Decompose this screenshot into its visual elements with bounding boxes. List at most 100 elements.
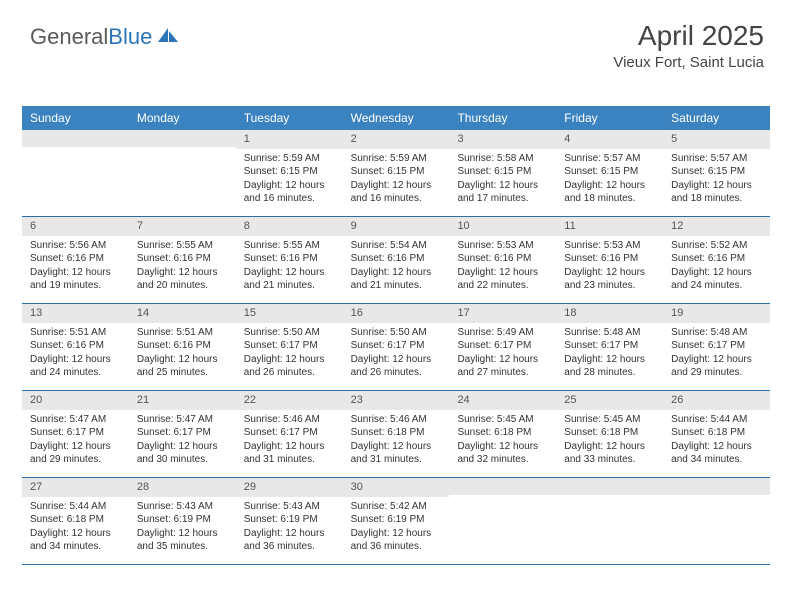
daylight-line: Daylight: 12 hours and 25 minutes. xyxy=(137,353,230,380)
day-number: 11 xyxy=(556,217,663,236)
sunrise-line: Sunrise: 5:44 AM xyxy=(30,500,123,514)
day-body: Sunrise: 5:47 AMSunset: 6:17 PMDaylight:… xyxy=(129,413,236,467)
day-number: 16 xyxy=(343,304,450,323)
logo: GeneralBlue xyxy=(30,24,180,50)
day-cell: 4 Sunrise: 5:57 AMSunset: 6:15 PMDaylight… xyxy=(556,130,663,216)
day-cell xyxy=(22,130,129,216)
page-title: April 2025 xyxy=(613,20,764,52)
day-cell: 23Sunrise: 5:46 AMSunset: 6:18 PMDayligh… xyxy=(343,391,450,477)
sunrise-line: Sunrise: 5:48 AM xyxy=(671,326,764,340)
day-body: Sunrise: 5:54 AMSunset: 6:16 PMDaylight:… xyxy=(343,239,450,293)
dow-cell: Saturday xyxy=(663,106,770,130)
day-cell: 19Sunrise: 5:48 AMSunset: 6:17 PMDayligh… xyxy=(663,304,770,390)
day-body: Sunrise: 5:46 AMSunset: 6:17 PMDaylight:… xyxy=(236,413,343,467)
day-cell: 25Sunrise: 5:45 AMSunset: 6:18 PMDayligh… xyxy=(556,391,663,477)
sunset-line: Sunset: 6:19 PM xyxy=(244,513,337,527)
day-body: Sunrise: 5:53 AMSunset: 6:16 PMDaylight:… xyxy=(556,239,663,293)
day-number: 22 xyxy=(236,391,343,410)
day-number: 30 xyxy=(343,478,450,497)
logo-sail-icon xyxy=(156,24,180,50)
day-number: 5 xyxy=(663,130,770,149)
daylight-line: Daylight: 12 hours and 20 minutes. xyxy=(137,266,230,293)
day-cell xyxy=(663,478,770,564)
sunrise-line: Sunrise: 5:57 AM xyxy=(671,152,764,166)
day-number: 10 xyxy=(449,217,556,236)
daylight-line: Daylight: 12 hours and 31 minutes. xyxy=(351,440,444,467)
sunset-line: Sunset: 6:19 PM xyxy=(137,513,230,527)
day-body: Sunrise: 5:57 AMSunset: 6:15 PMDaylight:… xyxy=(663,152,770,206)
day-cell: 8Sunrise: 5:55 AMSunset: 6:16 PMDaylight… xyxy=(236,217,343,303)
sunset-line: Sunset: 6:16 PM xyxy=(351,252,444,266)
daylight-line: Daylight: 12 hours and 26 minutes. xyxy=(244,353,337,380)
day-number: 26 xyxy=(663,391,770,410)
sunset-line: Sunset: 6:18 PM xyxy=(671,426,764,440)
daylight-line: Daylight: 12 hours and 21 minutes. xyxy=(244,266,337,293)
day-number: 7 xyxy=(129,217,236,236)
day-cell: 12Sunrise: 5:52 AMSunset: 6:16 PMDayligh… xyxy=(663,217,770,303)
day-cell: 15Sunrise: 5:50 AMSunset: 6:17 PMDayligh… xyxy=(236,304,343,390)
sunrise-line: Sunrise: 5:52 AM xyxy=(671,239,764,253)
day-number: 4 xyxy=(556,130,663,149)
day-number: 6 xyxy=(22,217,129,236)
day-cell: 7Sunrise: 5:55 AMSunset: 6:16 PMDaylight… xyxy=(129,217,236,303)
sunset-line: Sunset: 6:15 PM xyxy=(351,165,444,179)
sunset-line: Sunset: 6:17 PM xyxy=(351,339,444,353)
daylight-line: Daylight: 12 hours and 29 minutes. xyxy=(671,353,764,380)
daylight-line: Daylight: 12 hours and 34 minutes. xyxy=(30,527,123,554)
daylight-line: Daylight: 12 hours and 27 minutes. xyxy=(457,353,550,380)
day-cell: 11 Sunrise: 5:53 AMSunset: 6:16 PMDayligh… xyxy=(556,217,663,303)
dow-cell: Sunday xyxy=(22,106,129,130)
week-row: 13Sunrise: 5:51 AMSunset: 6:16 PMDayligh… xyxy=(22,304,770,391)
sunrise-line: Sunrise: 5:43 AM xyxy=(244,500,337,514)
sunrise-line: Sunrise: 5:47 AM xyxy=(137,413,230,427)
sunrise-line: Sunrise: 5:50 AM xyxy=(244,326,337,340)
sunrise-line: Sunrise: 5:43 AM xyxy=(137,500,230,514)
sunrise-line: Sunrise: 5:50 AM xyxy=(351,326,444,340)
day-body: Sunrise: 5:58 AMSunset: 6:15 PMDaylight:… xyxy=(449,152,556,206)
day-number: 15 xyxy=(236,304,343,323)
day-cell xyxy=(556,478,663,564)
day-number: 25 xyxy=(556,391,663,410)
daylight-line: Daylight: 12 hours and 31 minutes. xyxy=(244,440,337,467)
day-cell: 24 Sunrise: 5:45 AMSunset: 6:18 PMDayligh… xyxy=(449,391,556,477)
day-cell: 28Sunrise: 5:43 AMSunset: 6:19 PMDayligh… xyxy=(129,478,236,564)
day-number xyxy=(663,478,770,495)
day-cell: 22 Sunrise: 5:46 AMSunset: 6:17 PMDayligh… xyxy=(236,391,343,477)
day-body: Sunrise: 5:47 AMSunset: 6:17 PMDaylight:… xyxy=(22,413,129,467)
sunset-line: Sunset: 6:17 PM xyxy=(244,426,337,440)
page-subtitle: Vieux Fort, Saint Lucia xyxy=(613,54,764,71)
sunrise-line: Sunrise: 5:53 AM xyxy=(457,239,550,253)
day-body: Sunrise: 5:45 AMSunset: 6:18 PMDaylight:… xyxy=(449,413,556,467)
day-number: 24 xyxy=(449,391,556,410)
day-body: Sunrise: 5:48 AMSunset: 6:17 PMDaylight:… xyxy=(663,326,770,380)
day-body: Sunrise: 5:43 AMSunset: 6:19 PMDaylight:… xyxy=(236,500,343,554)
day-cell: 5 Sunrise: 5:57 AMSunset: 6:15 PMDaylight… xyxy=(663,130,770,216)
day-number: 29 xyxy=(236,478,343,497)
daylight-line: Daylight: 12 hours and 21 minutes. xyxy=(351,266,444,293)
daylight-line: Daylight: 12 hours and 34 minutes. xyxy=(671,440,764,467)
day-number: 8 xyxy=(236,217,343,236)
daylight-line: Daylight: 12 hours and 24 minutes. xyxy=(30,353,123,380)
sunrise-line: Sunrise: 5:46 AM xyxy=(351,413,444,427)
sunset-line: Sunset: 6:15 PM xyxy=(671,165,764,179)
daylight-line: Daylight: 12 hours and 35 minutes. xyxy=(137,527,230,554)
day-cell: 14Sunrise: 5:51 AMSunset: 6:16 PMDayligh… xyxy=(129,304,236,390)
sunrise-line: Sunrise: 5:48 AM xyxy=(564,326,657,340)
dow-cell: Tuesday xyxy=(236,106,343,130)
daylight-line: Daylight: 12 hours and 18 minutes. xyxy=(564,179,657,206)
day-body: Sunrise: 5:57 AMSunset: 6:15 PMDaylight:… xyxy=(556,152,663,206)
sunset-line: Sunset: 6:16 PM xyxy=(244,252,337,266)
daylight-line: Daylight: 12 hours and 17 minutes. xyxy=(457,179,550,206)
daylight-line: Daylight: 12 hours and 16 minutes. xyxy=(351,179,444,206)
day-cell: 16 Sunrise: 5:50 AMSunset: 6:17 PMDayligh… xyxy=(343,304,450,390)
day-number: 12 xyxy=(663,217,770,236)
sunset-line: Sunset: 6:16 PM xyxy=(671,252,764,266)
week-row: 6Sunrise: 5:56 AMSunset: 6:16 PMDaylight… xyxy=(22,217,770,304)
sunrise-line: Sunrise: 5:59 AM xyxy=(351,152,444,166)
daylight-line: Daylight: 12 hours and 32 minutes. xyxy=(457,440,550,467)
daylight-line: Daylight: 12 hours and 26 minutes. xyxy=(351,353,444,380)
sunrise-line: Sunrise: 5:47 AM xyxy=(30,413,123,427)
sunrise-line: Sunrise: 5:42 AM xyxy=(351,500,444,514)
day-cell: 1Sunrise: 5:59 AMSunset: 6:15 PMDaylight… xyxy=(236,130,343,216)
week-row: 20Sunrise: 5:47 AMSunset: 6:17 PMDayligh… xyxy=(22,391,770,478)
